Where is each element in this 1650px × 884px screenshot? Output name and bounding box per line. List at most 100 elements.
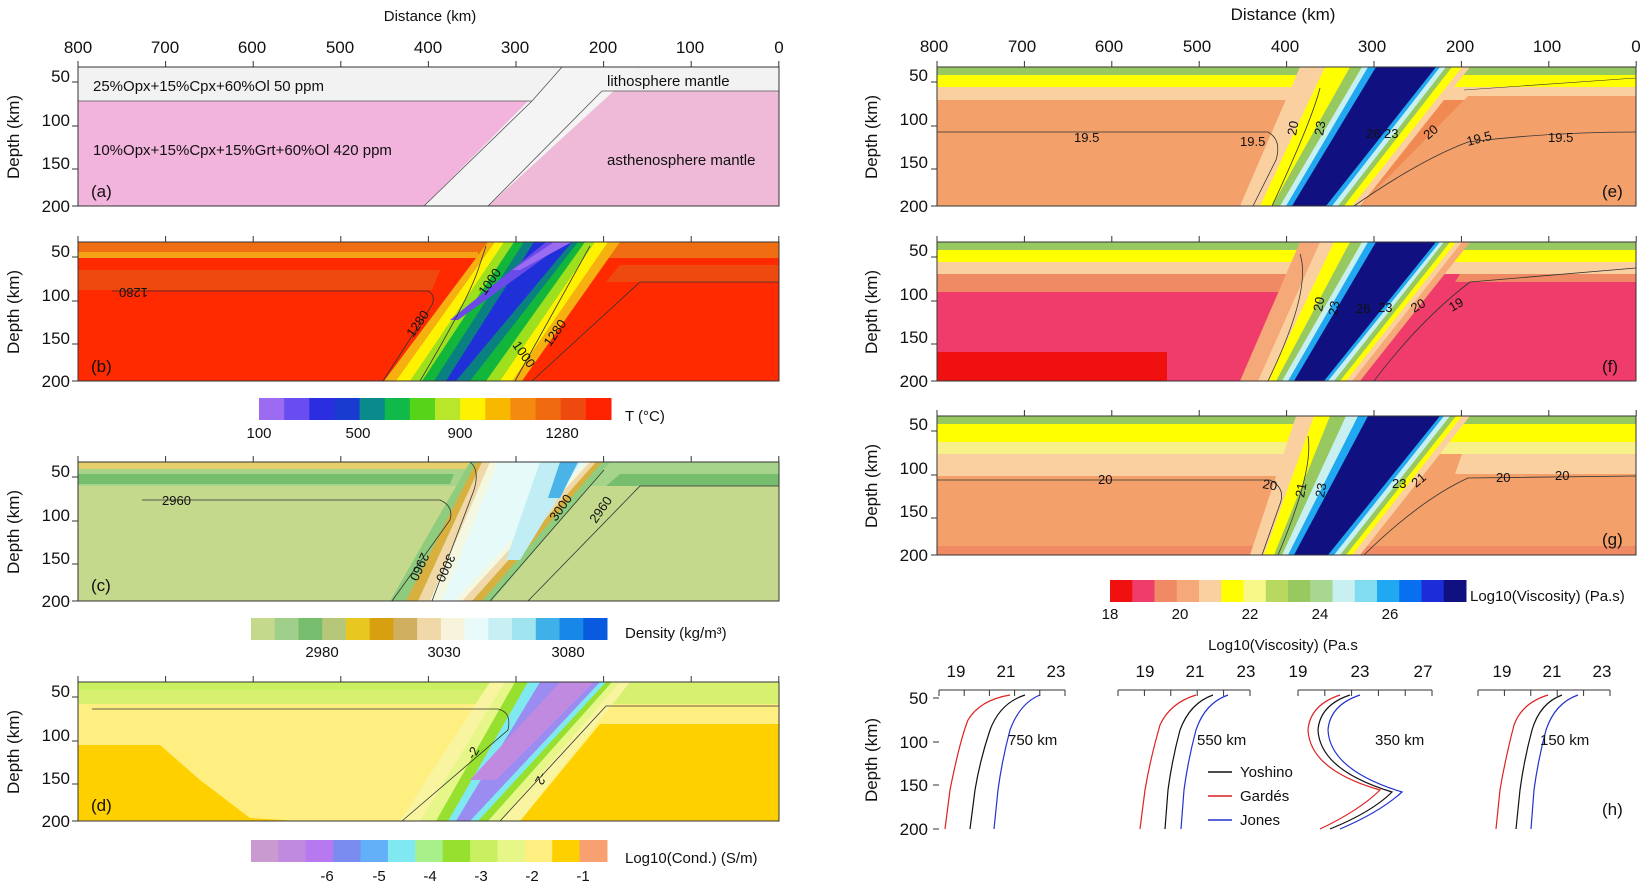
panel-e: 19.5 19.5 20 23 26 23 20 19.5 19.5 (e)	[936, 66, 1637, 207]
y-tick: 100	[42, 111, 70, 130]
cbar-tick: 24	[1312, 606, 1329, 623]
colorbar-swatch	[1243, 580, 1267, 602]
x-tick: 300	[501, 38, 529, 57]
density-cbar-title: Density (kg/m³)	[625, 625, 727, 642]
y-tick: 150	[900, 502, 928, 521]
jones-curve	[1530, 694, 1579, 830]
contour-label: 23	[1392, 476, 1406, 491]
profile-tick: 19	[1493, 662, 1512, 681]
y-tick: 150	[42, 769, 70, 788]
contour-label: 20	[1496, 470, 1510, 485]
contour-label: 20	[1310, 296, 1327, 313]
cbar-tick: -2	[525, 868, 538, 884]
legend-jones: Jones	[1240, 812, 1280, 829]
colorbar-swatch	[309, 398, 335, 420]
cbar-tick: -4	[423, 868, 436, 884]
left-distance-title: Distance (km)	[384, 8, 477, 25]
yoshino-curve	[1164, 694, 1214, 830]
panel-h-label: (h)	[1602, 800, 1623, 819]
jones-curve	[1327, 694, 1404, 830]
profile-tick: 19	[947, 662, 966, 681]
y-tick: 200	[42, 592, 70, 611]
y-tick: 100	[42, 506, 70, 525]
profile-name: 550 km	[1197, 732, 1246, 749]
conductivity-colorbar: Log10(Cond.) (S/m) -6 -5 -4 -3 -2 -1	[251, 840, 758, 884]
panel-a-astheno-label: asthenosphere mantle	[607, 152, 755, 169]
colorbar-swatch	[524, 840, 553, 862]
colorbar-swatch	[560, 398, 587, 420]
y-tick: 50	[51, 67, 70, 86]
contour-label: 20	[1098, 472, 1112, 487]
profile-tick: 21	[997, 662, 1016, 681]
panel-a-top-composition: 25%Opx+15%Cpx+60%Ol 50 ppm	[93, 78, 324, 95]
y-tick: 150	[900, 776, 928, 795]
contour-label: 19.5	[1074, 130, 1099, 145]
y-axis-title: Depth (km)	[4, 270, 23, 354]
colorbar-swatch	[393, 618, 418, 640]
jones-curve	[993, 694, 1041, 830]
profile-550: 19 21 23 550 km	[1118, 662, 1255, 830]
y-axis-title: Depth (km)	[862, 95, 881, 179]
y-tick: 50	[909, 689, 928, 708]
colorbar-swatch	[334, 398, 361, 420]
colorbar-swatch	[497, 840, 526, 862]
colorbar-swatch	[510, 398, 537, 420]
colorbar-swatch	[464, 618, 489, 640]
colorbar-swatch	[305, 840, 334, 862]
profile-tick: 27	[1414, 662, 1433, 681]
colorbar-swatch	[384, 398, 411, 420]
colorbar-swatch	[274, 618, 299, 640]
legend-yoshino: Yoshino	[1240, 764, 1293, 781]
panel-f: 20 23 26 23 20 19 (f)	[936, 241, 1637, 382]
panel-a-bottom-composition: 10%Opx+15%Cpx+15%Grt+60%Ol 420 ppm	[93, 142, 392, 159]
cbar-tick: 20	[1172, 606, 1189, 623]
contour-label: 19.5	[1240, 134, 1265, 149]
colorbar-swatch	[369, 618, 394, 640]
profile-tick: 23	[1351, 662, 1370, 681]
y-tick: 100	[900, 285, 928, 304]
colorbar-swatch	[1443, 580, 1467, 602]
colorbar-swatch	[1199, 580, 1222, 602]
y-tick: 200	[900, 372, 928, 391]
colorbar-swatch	[1265, 580, 1289, 602]
contour-label: 21	[1292, 482, 1309, 499]
y-axis-title: Depth (km)	[4, 710, 23, 794]
colorbar-swatch	[345, 618, 371, 640]
colorbar-swatch	[284, 398, 310, 420]
viscosity-cbar-title: Log10(Viscosity) (Pa.s)	[1470, 588, 1625, 605]
colorbar-swatch	[579, 840, 608, 862]
contour-label: 1280	[119, 285, 148, 300]
x-tick: 500	[326, 38, 354, 57]
x-tick: 0	[1631, 37, 1640, 56]
y-tick: 50	[51, 242, 70, 261]
panel-b: 1280 1000 1280 1000 1280 (b)	[77, 241, 780, 382]
y-axis-title: Depth (km)	[4, 490, 23, 574]
y-tick: 150	[42, 329, 70, 348]
cbar-tick: 2980	[305, 644, 338, 661]
gardes-curve	[1495, 694, 1549, 830]
profile-tick: 23	[1047, 662, 1066, 681]
colorbar-swatch	[360, 840, 389, 862]
panel-a-litho-label: lithosphere mantle	[607, 73, 730, 90]
contour-label: 23	[1378, 300, 1392, 315]
cbar-tick: 900	[447, 425, 472, 442]
x-tick: 200	[589, 38, 617, 57]
x-tick: 400	[1271, 37, 1299, 56]
panel-c: 2960 2960 3000 3000 2960 (c)	[77, 461, 780, 602]
colorbar-swatch	[435, 398, 461, 420]
colorbar-swatch	[1132, 580, 1155, 602]
x-tick: 500	[1183, 37, 1211, 56]
panel-d: -2 -2 (d)	[77, 681, 780, 822]
cbar-tick: -6	[320, 868, 333, 884]
colorbar-swatch	[1332, 580, 1356, 602]
colorbar-swatch	[1377, 580, 1400, 602]
contour-label: 26	[1366, 126, 1380, 141]
y-tick: 100	[42, 726, 70, 745]
cbar-tick: -1	[576, 868, 589, 884]
profile-tick: 19	[1136, 662, 1155, 681]
jones-curve	[1180, 694, 1229, 830]
colorbar-swatch	[333, 840, 362, 862]
colorbar-swatch	[298, 618, 323, 640]
y-tick: 100	[900, 110, 928, 129]
axis-ticks	[72, 61, 1637, 822]
